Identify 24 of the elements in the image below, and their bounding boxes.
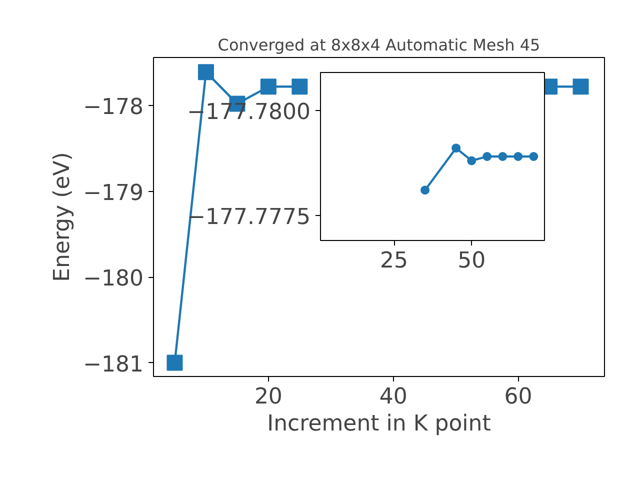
x-tick-label: 20	[254, 384, 282, 410]
point	[452, 144, 461, 153]
point	[292, 78, 308, 95]
point	[420, 186, 430, 195]
point	[514, 152, 523, 161]
point	[260, 78, 276, 95]
y-tick-label: −181	[83, 352, 144, 378]
x-tick-label: 60	[504, 384, 532, 410]
y-tick-label: −179	[83, 180, 144, 206]
x-tick-label: 40	[379, 384, 408, 410]
point	[498, 152, 508, 161]
point	[572, 78, 589, 95]
point	[529, 152, 538, 161]
y-tick-label: −178	[83, 95, 144, 120]
point	[166, 354, 183, 371]
point	[482, 152, 492, 161]
chart-title: Converged at 8x8x4 Automatic Mesh 45	[218, 36, 540, 54]
point	[198, 64, 214, 80]
y-axis-title: Energy (eV)	[50, 152, 76, 282]
y-tick-label: −180	[83, 266, 144, 292]
x-axis-title: Increment in K point	[267, 412, 492, 436]
point	[467, 156, 476, 166]
x-tick-label: 25	[380, 248, 408, 274]
x-tick-label: 50	[458, 248, 486, 274]
